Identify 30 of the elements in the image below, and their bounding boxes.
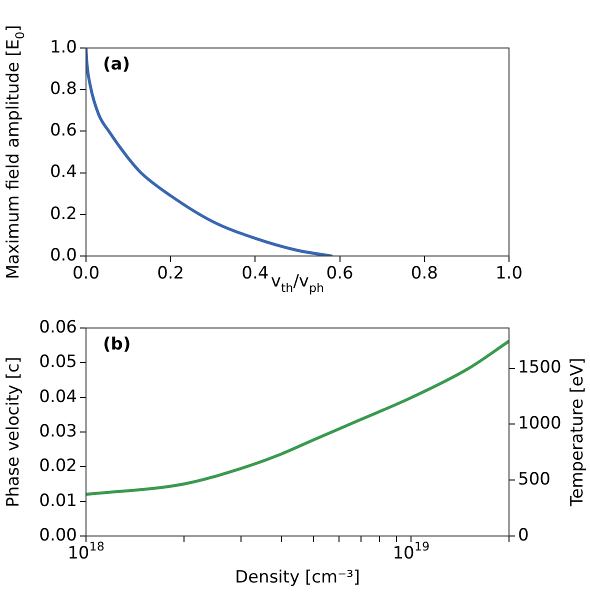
y-tick-label: 0.03	[39, 421, 78, 442]
y2-tick-label: 0	[518, 525, 529, 546]
y-tick-label: 0.02	[39, 456, 78, 476]
y-axis-title: Maximum field amplitude [E0]	[3, 24, 27, 280]
x-axis-title: Density [cm⁻³]	[235, 567, 360, 588]
y-tick-label: 0.04	[39, 386, 78, 407]
y-tick-label: 0.4	[50, 162, 78, 182]
y-tick-label: 0.2	[50, 204, 78, 224]
annotation: (b)	[103, 334, 131, 354]
y-tick-label: 0.00	[39, 525, 78, 546]
y-tick-label: 0.0	[50, 245, 78, 266]
y-tick-label: 1.0	[50, 37, 78, 58]
line-series	[86, 48, 333, 256]
y-tick-label: 0.05	[39, 352, 78, 372]
y-tick-label: 0.6	[50, 120, 78, 141]
y-tick-label: 0.06	[39, 317, 78, 338]
y2-tick-label: 1500	[518, 358, 562, 378]
y2-axis-title: Temperature [eV]	[567, 358, 588, 508]
y-tick-label: 0.01	[39, 490, 78, 511]
x-tick-label: 0.8	[410, 263, 438, 284]
x-tick-label: 0.0	[72, 263, 100, 284]
annotation: (a)	[103, 54, 130, 74]
x-tick-label: 0.2	[157, 263, 184, 284]
y2-tick-label: 1000	[518, 414, 562, 434]
x-tick-label: 0.6	[326, 263, 354, 284]
y-axis-title: Phase velocity [c]	[3, 356, 24, 508]
x-tick-label: 0.4	[242, 263, 269, 284]
y2-tick-label: 500	[518, 470, 550, 490]
x-tick-label: 1.0	[495, 263, 523, 284]
y-tick-label: 0.8	[50, 79, 78, 100]
